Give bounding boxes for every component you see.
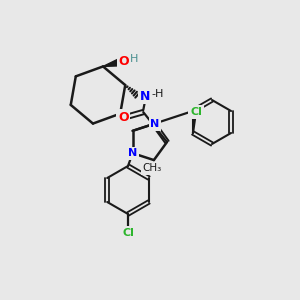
Text: CH₃: CH₃ (142, 163, 161, 173)
Text: Cl: Cl (122, 228, 134, 238)
Text: O: O (119, 55, 129, 68)
Text: Cl: Cl (190, 107, 202, 117)
Text: O: O (118, 111, 129, 124)
Polygon shape (103, 59, 120, 66)
Text: N: N (140, 90, 150, 103)
Text: N: N (128, 148, 137, 158)
Text: H: H (130, 54, 138, 64)
Text: -H: -H (151, 89, 164, 99)
Text: N: N (150, 119, 160, 129)
